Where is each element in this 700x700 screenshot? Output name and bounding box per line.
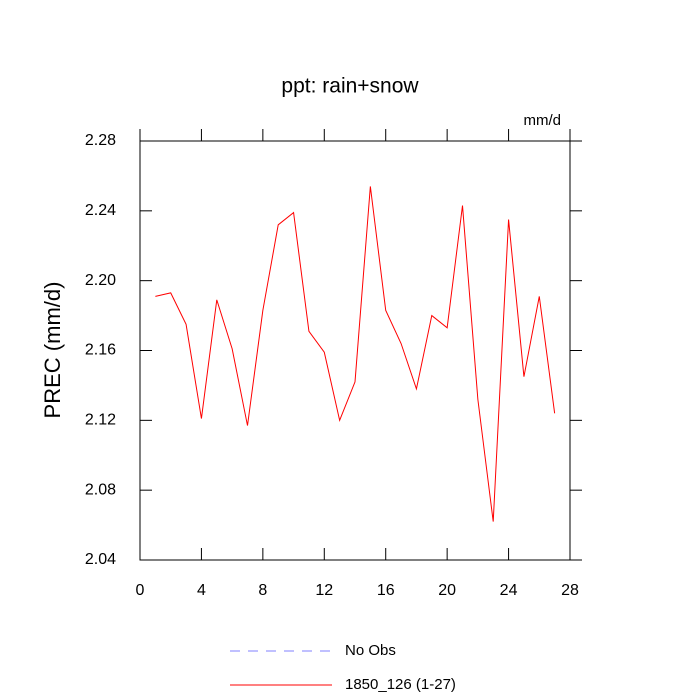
x-tick-label: 4 [197, 582, 206, 599]
y-tick-label: 2.12 [85, 412, 116, 429]
y-tick-label: 2.04 [85, 551, 116, 568]
x-tick-label: 8 [258, 582, 267, 599]
x-tick-label: 12 [315, 582, 333, 599]
x-tick-label: 24 [500, 582, 518, 599]
x-tick-label: 28 [561, 582, 579, 599]
legend-label: 1850_126 (1-27) [345, 676, 456, 693]
y-axis-label: PREC (mm/d) [40, 282, 65, 419]
y-tick-label: 2.28 [85, 132, 116, 149]
y-tick-label: 2.20 [85, 272, 116, 289]
y-tick-label: 2.08 [85, 481, 116, 498]
chart-title: ppt: rain+snow [281, 75, 419, 98]
data-line [155, 186, 556, 522]
x-tick-label: 0 [136, 582, 145, 599]
x-tick-label: 16 [377, 582, 395, 599]
legend-label: No Obs [345, 642, 396, 659]
units-label: mm/d [524, 112, 562, 129]
y-tick-label: 2.24 [85, 202, 116, 219]
y-tick-label: 2.16 [85, 342, 116, 359]
x-tick-label: 20 [438, 582, 456, 599]
